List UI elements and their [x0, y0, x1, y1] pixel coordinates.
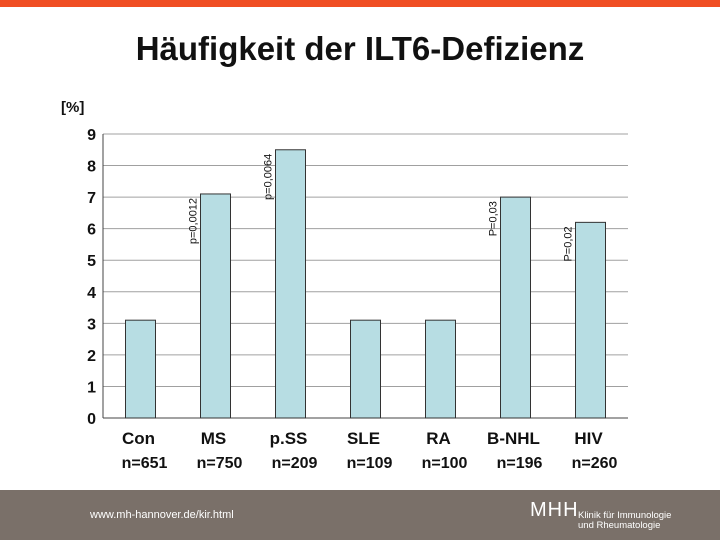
y-axis-label: [%]: [61, 99, 84, 116]
bar-SLE: [350, 319, 381, 419]
sample-size-label: n=750: [197, 455, 243, 472]
bar-B-NHL: [500, 196, 531, 419]
sample-size-label: n=209: [272, 455, 318, 472]
bar-chart: 0 1 2 3 4 5 6 7 8 9[%] Con n=651 MS n=750 p=0,0012 p.SS…: [61, 99, 628, 472]
y-tick-label: 4: [87, 285, 96, 302]
y-tick-label: 7: [87, 190, 96, 207]
x-tick-label: RA: [426, 429, 451, 448]
y-tick-label: 9: [87, 127, 96, 144]
y-tick-label: 3: [87, 316, 96, 333]
sample-size-label: n=260: [572, 455, 618, 472]
p-value-annotation: p=0,0012: [188, 198, 200, 244]
sample-size-label: n=100: [422, 455, 468, 472]
y-tick-label: 6: [87, 222, 96, 239]
x-tick-label: MS: [201, 429, 227, 448]
slide-title: Häufigkeit der ILT6-Defizienz: [135, 30, 585, 67]
x-tick-label: SLE: [347, 429, 380, 448]
bar-p.SS: [275, 149, 306, 419]
x-tick-label: p.SS: [270, 429, 308, 448]
institution-line-1: Klinik für Immunologie: [578, 510, 672, 521]
bar-MS: [200, 193, 231, 419]
p-value-annotation: p=0,0064: [263, 154, 275, 200]
p-value-annotation: P=0,03: [488, 201, 500, 236]
y-tick-label: 5: [87, 253, 96, 270]
sample-size-label: n=651: [122, 455, 168, 472]
top-accent-bar: [0, 0, 720, 7]
sample-size-label: n=109: [347, 455, 393, 472]
y-tick-label: 8: [87, 159, 96, 176]
mhh-logo-icon: MHH: [530, 499, 579, 521]
sample-size-label: n=196: [497, 455, 543, 472]
y-tick-label: 1: [87, 379, 96, 396]
bar-Con: [125, 319, 156, 419]
bar-HIV: [575, 221, 606, 419]
x-tick-label: HIV: [574, 429, 603, 448]
p-value-annotation: P=0,02: [563, 226, 575, 261]
x-tick-label: B-NHL: [487, 429, 540, 448]
institution-line-2: und Rheumatologie: [578, 520, 661, 531]
bar-RA: [425, 319, 456, 419]
x-tick-label: Con: [122, 429, 155, 448]
footer-bar: www.mh-hannover.de/kir.html MHH Klinik f…: [0, 490, 720, 540]
y-tick-label: 0: [87, 411, 96, 428]
institution-name: Klinik für Immunologie und Rheumatologie: [578, 511, 671, 531]
footer-url[interactable]: www.mh-hannover.de/kir.html: [90, 509, 234, 521]
y-tick-label: 2: [87, 348, 96, 365]
